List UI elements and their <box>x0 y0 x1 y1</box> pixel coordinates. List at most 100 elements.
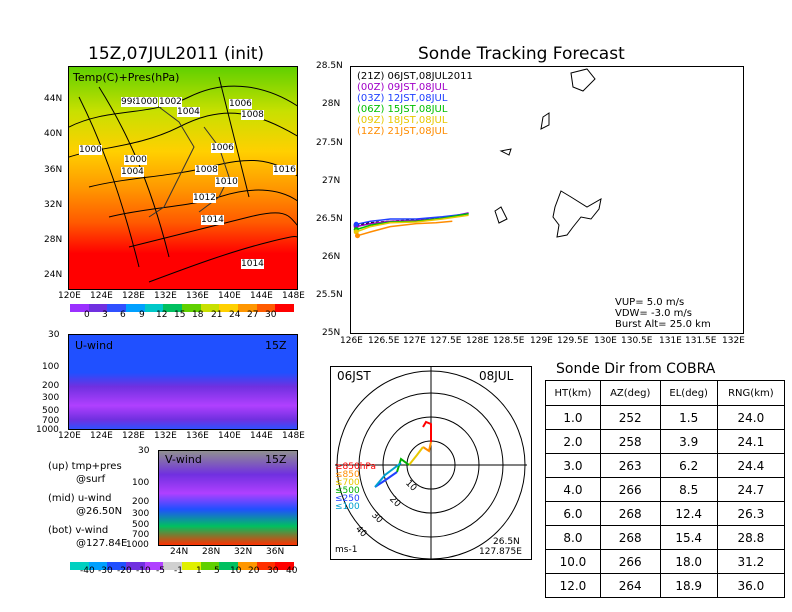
colorbar-label: -20 <box>117 566 132 576</box>
lat-tick: 24N <box>44 270 63 280</box>
track-x-axis: 126E 126.5E 127E 127.5E 128E 128.5E 129E… <box>340 336 760 348</box>
sonde-direction-table: HT(km) AZ(deg) EL(deg) RNG(km) 1.0 252 1.5… <box>545 380 786 598</box>
isobar-label: 1000 <box>124 155 147 165</box>
footnote-line: (up) tmp+pres <box>48 461 122 472</box>
colorbar-label: 10 <box>230 566 242 576</box>
table-cell: 2.0 <box>545 429 601 454</box>
track-plot-svg <box>353 68 602 239</box>
hodograph-date: 08JUL <box>479 369 514 383</box>
track-y-tick: 27N <box>322 176 341 186</box>
colorbar-label: 3 <box>102 310 108 320</box>
table-cell: 12.0 <box>545 573 601 598</box>
colorbar-label: 27 <box>247 310 259 320</box>
colorbar-label: 0 <box>84 310 90 320</box>
track-series <box>357 220 453 237</box>
table-header-row: HT(km) AZ(deg) EL(deg) RNG(km) <box>545 380 786 406</box>
isobar-label: 1006 <box>211 143 234 153</box>
track-y-tick: 28.5N <box>316 61 343 71</box>
launch-point <box>355 233 360 239</box>
table-cell: 268 <box>599 501 661 526</box>
track-x-tick: 127.5E <box>430 336 462 346</box>
isobar-label: 1008 <box>241 110 264 120</box>
table-cell: 268 <box>599 525 661 550</box>
lon-tick: 124E <box>90 431 113 441</box>
coastlines <box>494 68 602 238</box>
track-x-tick: 128.5E <box>493 336 525 346</box>
lat-tick: 28N <box>44 235 63 245</box>
table-cell: 24.4 <box>716 453 786 478</box>
track-x-tick: 131E <box>659 336 682 346</box>
table-cell: 258 <box>599 429 661 454</box>
temp-colorbar-labels: 0 3 6 9 12 15 18 21 24 27 30 <box>84 310 304 320</box>
track-x-tick: 129.5E <box>557 336 589 346</box>
isobar-label: 998 <box>121 97 139 107</box>
lat-tick: 32N <box>44 200 63 210</box>
track-x-tick: 130.5E <box>621 336 653 346</box>
param-line: Burst Alt= 25.0 km <box>615 319 711 330</box>
isobar-label: 1006 <box>229 99 252 109</box>
colorbar-label: 20 <box>248 566 260 576</box>
column-header: EL(deg) <box>659 380 718 406</box>
track-series <box>356 212 469 226</box>
track-x-tick: 129E <box>530 336 553 346</box>
column-header: AZ(deg) <box>599 380 661 406</box>
table-cell: 18.0 <box>659 549 718 574</box>
footnote: (mid) u-wind @26.50N <box>48 492 122 518</box>
sonde-params: VUP= 5.0 m/s VDW= -3.0 m/s Burst Alt= 25… <box>615 297 711 330</box>
vwind-cross-section: V-wind 15Z <box>158 450 298 546</box>
track-legend: (21Z) 06JST,08JUL2011 (00Z) 09JST,08JUL … <box>357 71 473 137</box>
uwind-y-tick: 100 <box>42 362 60 372</box>
table-cell: 252 <box>599 405 661 430</box>
legend-entry: ≤100 <box>335 502 360 512</box>
colorbar-label: 9 <box>139 310 145 320</box>
lon-tick: 120E <box>58 431 81 441</box>
uwind-y-tick: 200 <box>42 381 60 391</box>
vwind-y-tick: 700 <box>132 530 150 540</box>
footnote-line: @127.84E <box>76 538 128 549</box>
legend-entry: (09Z) 18JST,08JUL <box>357 115 448 126</box>
legend-entry: ≤850 <box>335 470 360 480</box>
lon-tick: 132E <box>154 291 177 301</box>
table-cell: 24.1 <box>716 429 786 454</box>
table-row: 3.0 263 6.2 24.4 <box>545 453 786 478</box>
colorbar-label: 30 <box>265 310 277 320</box>
table-cell: 8.0 <box>545 525 601 550</box>
map-lon-axis: 120E 124E 128E 132E 136E 140E 144E 148E <box>58 291 308 303</box>
table-cell: 28.8 <box>716 525 786 550</box>
track-y-tick: 26N <box>322 252 341 262</box>
table-title: Sonde Dir from COBRA <box>556 361 716 377</box>
lon-tick: 144E <box>250 291 273 301</box>
lat-tick: 32N <box>234 547 253 557</box>
track-x-tick: 127E <box>403 336 426 346</box>
table-row: 6.0 268 12.4 26.3 <box>545 501 786 526</box>
table-cell: 1.0 <box>545 405 601 430</box>
uwind-y-tick: 500 <box>42 406 60 416</box>
launch-point <box>353 221 359 227</box>
colorbar-label: -30 <box>98 566 113 576</box>
table-cell: 4.0 <box>545 477 601 502</box>
vwind-y-tick: 100 <box>132 478 150 488</box>
track-title: Sonde Tracking Forecast <box>418 44 625 64</box>
isobar-label: 1012 <box>193 193 216 203</box>
colorbar-label: 5 <box>214 566 220 576</box>
track-y-tick: 28N <box>322 99 341 109</box>
table-row: 12.0 264 18.9 36.0 <box>545 573 786 598</box>
table-cell: 6.0 <box>545 501 601 526</box>
range-rings <box>335 367 527 559</box>
colorbar-label: -10 <box>136 566 151 576</box>
table-row: 8.0 268 15.4 28.8 <box>545 525 786 550</box>
uwind-cross-section: U-wind 15Z <box>68 334 298 430</box>
hodograph-panel: 06JST 08JUL ≥850hPa ≤850 ≤700 ≤500 ≤250 … <box>330 366 532 560</box>
legend-entry: ≤250 <box>335 494 360 504</box>
colorbar-label: 1 <box>196 566 202 576</box>
lon-tick: 144E <box>250 431 273 441</box>
isobar-label: 1004 <box>121 167 144 177</box>
colorbar-label: -1 <box>174 566 183 576</box>
track-y-tick: 25.5N <box>316 290 343 300</box>
footnote: (up) tmp+pres @surf <box>48 460 122 486</box>
footnote: (bot) v-wind @127.84E <box>48 524 127 550</box>
track-series <box>355 214 469 233</box>
colorbar-label: 30 <box>267 566 279 576</box>
track-y-tick: 25N <box>322 328 341 338</box>
track-y-tick: 27.5N <box>316 138 343 148</box>
